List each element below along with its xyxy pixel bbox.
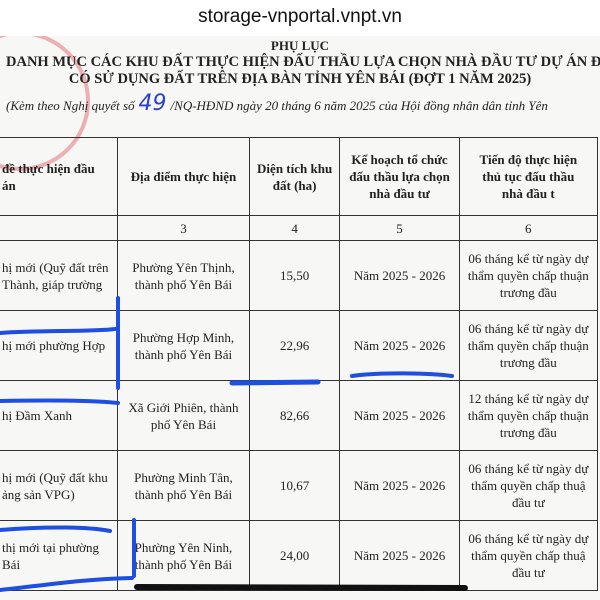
- project-name-cell-line: thị mới tại phường: [2, 539, 99, 555]
- column-number: 6: [458, 215, 599, 241]
- land-list-table: đề thực hiện đầu án Địa điểm thực hiện Diện…: [0, 137, 599, 591]
- table-row: hị mới (Quỹ đất trên Thành, giáp trường Ph…: [0, 240, 599, 311]
- area-cell: 22,96: [248, 310, 341, 381]
- progress-cell-line: thẩm quyền chấp thuậ: [471, 548, 586, 563]
- header-cell: Diện tích khu đất (ha): [248, 137, 341, 216]
- progress-cell-line: thẩm quyền chấp thuậ: [471, 478, 586, 493]
- column-number: 4: [248, 215, 341, 241]
- subtitle-pre: (Kèm theo Nghị quyết số: [6, 98, 135, 113]
- location-cell: Phường Yên Thịnh, thành phố Yên Bái: [117, 240, 250, 311]
- progress-cell-line: trương đầu: [499, 355, 557, 370]
- header-cell-line: nhà đầu tư: [369, 186, 430, 201]
- table-row: hị mới phường Hợp Phường Hợp Minh, thành p…: [0, 310, 599, 381]
- table-row: hị mới (Quỹ đất khu ảng sản VPG) Phường Mi…: [0, 450, 599, 521]
- project-name-cell-line: hị mới (Quỹ đất khu: [2, 469, 108, 485]
- project-name-cell-line: ảng sản VPG): [2, 486, 75, 502]
- area-cell: 15,50: [248, 240, 341, 311]
- title-line-2: CÓ SỬ DỤNG ĐẤT TRÊN ĐỊA BÀN TỈNH YÊN BÁI…: [68, 71, 532, 87]
- header-cell: đề thực hiện đầu án: [0, 137, 119, 216]
- progress-cell-line: đầu tư: [511, 495, 545, 510]
- plan-cell: Năm 2025 - 2026: [339, 380, 460, 451]
- header-cell: Địa điểm thực hiện: [117, 137, 250, 216]
- header-cell-line: Địa điểm thực hiện: [130, 169, 237, 184]
- project-name-cell-line: hị Đầm Xanh: [2, 408, 73, 423]
- location-cell: Phường Minh Tân, thành phố Yên Bái: [117, 450, 250, 521]
- progress-cell-line: thẩm quyền chấp thuận: [467, 408, 589, 423]
- area-cell: 24,00: [248, 520, 341, 591]
- progress-cell-line: 06 tháng kể từ ngày dự: [468, 251, 589, 266]
- plan-cell: Năm 2025 - 2026: [339, 450, 460, 521]
- header-cell-line: đất (ha): [272, 177, 317, 193]
- header-cell-line: án: [2, 177, 16, 193]
- progress-cell-line: 12 tháng kể từ ngày dự: [468, 391, 589, 406]
- plan-cell: Năm 2025 - 2026: [339, 520, 460, 591]
- plan-cell: Năm 2025 - 2026: [339, 240, 460, 311]
- location-cell-line: Phường Minh Tân,: [134, 469, 233, 485]
- header-cell-line: nhà đầu t: [501, 186, 555, 201]
- progress-cell-line: thẩm quyền chấp thuận: [467, 268, 589, 283]
- resolution-number: 49: [138, 91, 167, 116]
- title-line-1: DANH MỤC CÁC KHU ĐẤT THỰC HIỆN ĐẤU THẦU …: [6, 54, 600, 70]
- header-row: đề thực hiện đầu án Địa điểm thực hiện Diện…: [0, 137, 599, 216]
- document-page: PHỤ LỤC DANH MỤC CÁC KHU ĐẤT THỰC HIỆN Đ…: [0, 36, 600, 600]
- subtitle: (Kèm theo Nghị quyết số 49/NQ-HĐND ngày 2…: [6, 91, 548, 116]
- column-number: 3: [117, 215, 250, 241]
- progress-cell-line: trương đầu: [499, 425, 557, 440]
- project-name-cell: thị mới tại phường Bái: [0, 520, 119, 591]
- area-cell: 82,66: [248, 380, 341, 451]
- location-cell: Xã Giới Phiên, thành phố Yên Bái: [117, 380, 250, 451]
- project-name-cell: hị mới (Quỹ đất khu ảng sản VPG): [0, 450, 119, 521]
- table-row: thị mới tại phường Bái Phường Yên Ninh, thà…: [0, 520, 599, 591]
- header-cell-line: Kế hoạch tổ chức: [351, 152, 448, 167]
- location-cell-line: Phường Yên Ninh,: [134, 539, 233, 555]
- plan-cell: Năm 2025 - 2026: [339, 310, 460, 381]
- subtitle-post: /NQ-HĐND ngày 20 tháng 6 năm 2025 của Hộ…: [170, 98, 548, 113]
- table-row: hị Đầm Xanh Xã Giới Phiên, thành phố Yên B…: [0, 380, 599, 451]
- progress-cell-line: 06 tháng kể từ ngày dự: [468, 461, 589, 476]
- project-name-cell: hị Đầm Xanh: [0, 380, 119, 451]
- header-cell: Kế hoạch tổ chức đấu thầu lựa chọn nhà đầu…: [339, 137, 460, 216]
- project-name-cell: hị mới phường Hợp: [0, 310, 119, 381]
- location-cell-line: thành phố Yên Bái: [134, 486, 233, 502]
- progress-cell-line: trương đầu: [499, 285, 557, 300]
- location-cell-line: thành phố Yên Bái: [134, 556, 233, 572]
- progress-cell: 06 tháng kể từ ngày dự thẩm quyền chấp th…: [458, 520, 599, 591]
- project-name-cell-line: Bái: [2, 556, 21, 572]
- header-cell-line: Diện tích khu: [257, 160, 333, 176]
- location-cell: Phường Hợp Minh, thành phố Yên Bái: [117, 310, 250, 381]
- location-cell-line: phố Yên Bái: [150, 416, 217, 432]
- header-cell: Tiến độ thực hiện thủ tục đấu thầu nhà đầu…: [458, 137, 599, 216]
- progress-cell: 06 tháng kể từ ngày dự thẩm quyền chấp th…: [458, 240, 599, 311]
- progress-cell-line: 06 tháng kể từ ngày dự: [468, 321, 589, 336]
- url-text: storage-vnportal.vnpt.vn: [198, 6, 402, 27]
- column-number: 5: [339, 215, 460, 241]
- appendix-heading: PHỤ LỤC: [270, 38, 330, 53]
- location-cell-line: Xã Giới Phiên, thành: [128, 399, 239, 415]
- header-cell-line: đấu thầu lựa chọn: [349, 169, 450, 184]
- location-cell-line: Phường Hợp Minh,: [132, 329, 235, 345]
- progress-cell: 06 tháng kể từ ngày dự thẩm quyền chấp th…: [458, 310, 599, 381]
- progress-cell-line: thẩm quyền chấp thuận: [467, 338, 589, 353]
- area-cell: 10,67: [248, 450, 341, 521]
- project-name-cell-line: hị mới (Quỹ đất trên: [2, 259, 109, 275]
- header-cell-line: thủ tục đấu thầu: [482, 169, 575, 184]
- header-cell-line: đề thực hiện đầu: [2, 160, 95, 176]
- location-cell-line: thành phố Yên Bái: [134, 346, 233, 362]
- progress-cell-line: đầu tư: [511, 565, 545, 580]
- progress-cell: 12 tháng kể từ ngày dự thẩm quyền chấp th…: [458, 380, 599, 451]
- location-cell-line: Phường Yên Thịnh,: [132, 259, 235, 275]
- project-name-cell: hị mới (Quỹ đất trên Thành, giáp trường: [0, 240, 119, 311]
- location-cell-line: thành phố Yên Bái: [134, 276, 233, 292]
- progress-cell: 06 tháng kể từ ngày dự thẩm quyền chấp th…: [458, 450, 599, 521]
- project-name-cell-line: hị mới phường Hợp: [2, 338, 106, 353]
- header-cell-line: Tiến độ thực hiện: [479, 152, 578, 167]
- project-name-cell-line: Thành, giáp trường: [2, 276, 103, 292]
- location-cell: Phường Yên Ninh, thành phố Yên Bái: [117, 520, 250, 591]
- url-bar[interactable]: storage-vnportal.vnpt.vn: [0, 0, 600, 36]
- progress-cell-line: 06 tháng kể từ ngày dự: [468, 531, 589, 546]
- column-number: [0, 215, 119, 241]
